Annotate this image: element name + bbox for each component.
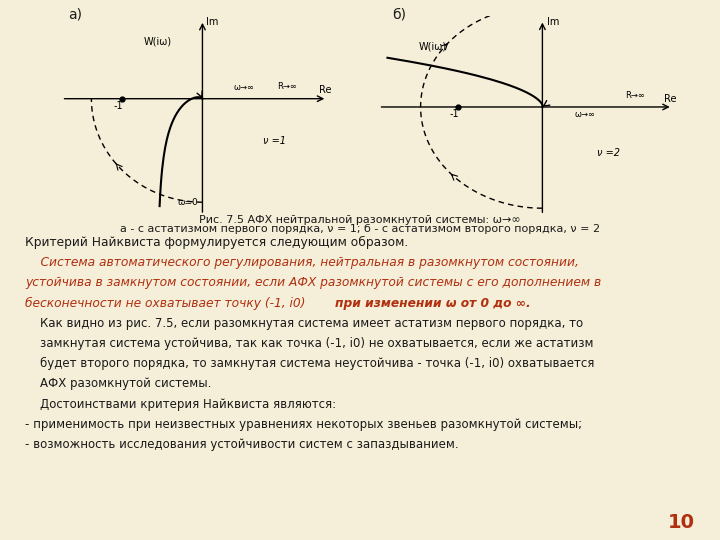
Text: устойчива в замкнутом состоянии, если АФХ разомкнутой системы с его дополнением : устойчива в замкнутом состоянии, если АФ… bbox=[25, 276, 601, 289]
Text: при изменении ω от 0 до ∞.: при изменении ω от 0 до ∞. bbox=[335, 296, 531, 310]
Text: -1: -1 bbox=[113, 101, 123, 111]
Text: бесконечности не охватывает точку (-1, i0): бесконечности не охватывает точку (-1, i… bbox=[25, 296, 310, 310]
Text: -1: -1 bbox=[449, 109, 459, 119]
Text: ω→∞: ω→∞ bbox=[233, 84, 254, 92]
Text: Im: Im bbox=[207, 17, 219, 27]
Text: а): а) bbox=[68, 8, 82, 22]
Text: - возможность исследования устойчивости систем с запаздыванием.: - возможность исследования устойчивости … bbox=[25, 438, 459, 451]
Text: W(iω): W(iω) bbox=[419, 42, 447, 52]
Text: Re: Re bbox=[664, 94, 677, 104]
Text: будет второго порядка, то замкнутая система неустойчива - точка (-1, i0) охватыв: будет второго порядка, то замкнутая сист… bbox=[25, 357, 595, 370]
Text: ω→∞: ω→∞ bbox=[575, 110, 595, 119]
Text: ν =2: ν =2 bbox=[597, 148, 620, 158]
Text: 10: 10 bbox=[668, 513, 695, 532]
Text: АФХ разомкнутой системы.: АФХ разомкнутой системы. bbox=[25, 377, 212, 390]
Text: Достоинствами критерия Найквиста являются:: Достоинствами критерия Найквиста являютс… bbox=[25, 397, 336, 410]
Text: замкнутая система устойчива, так как точка (-1, i0) не охватывается, если же аст: замкнутая система устойчива, так как точ… bbox=[25, 337, 594, 350]
Text: б): б) bbox=[392, 8, 406, 22]
Text: Критерий Найквиста формулируется следующим образом.: Критерий Найквиста формулируется следующ… bbox=[25, 235, 408, 249]
Text: Re: Re bbox=[319, 85, 332, 96]
Text: Im: Im bbox=[546, 17, 559, 26]
Text: ν =1: ν =1 bbox=[263, 136, 286, 146]
Text: а - с астатизмом первого порядка, ν = 1; б - с астатизмом второго порядка, ν = 2: а - с астатизмом первого порядка, ν = 1;… bbox=[120, 224, 600, 234]
Text: Система автоматического регулирования, нейтральная в разомкнутом состоянии,: Система автоматического регулирования, н… bbox=[25, 255, 579, 269]
Text: R→∞: R→∞ bbox=[625, 91, 644, 100]
Text: W(iω): W(iω) bbox=[144, 37, 172, 46]
Text: - применимость при неизвестных уравнениях некоторых звеньев разомкнутой системы;: - применимость при неизвестных уравнения… bbox=[25, 418, 582, 431]
Text: ω=0: ω=0 bbox=[178, 198, 198, 207]
Text: Как видно из рис. 7.5, если разомкнутая система имеет астатизм первого порядка, : Как видно из рис. 7.5, если разомкнутая … bbox=[25, 316, 583, 330]
Text: Рис. 7.5 АФХ нейтральной разомкнутой системы: ω→∞: Рис. 7.5 АФХ нейтральной разомкнутой сис… bbox=[199, 215, 521, 225]
Text: R→∞: R→∞ bbox=[277, 82, 297, 91]
